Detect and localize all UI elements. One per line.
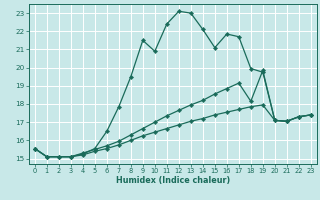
- X-axis label: Humidex (Indice chaleur): Humidex (Indice chaleur): [116, 176, 230, 185]
